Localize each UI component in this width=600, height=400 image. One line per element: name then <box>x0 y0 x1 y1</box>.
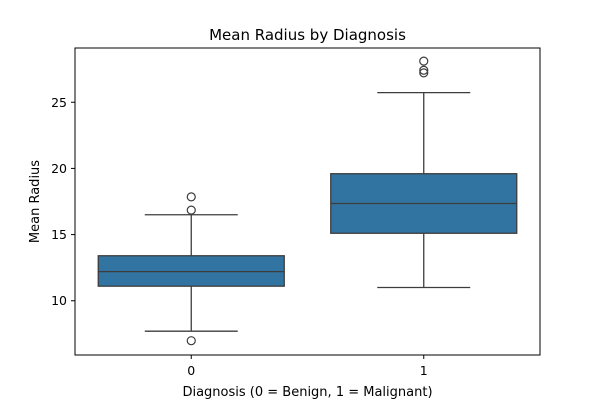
box-group-0 <box>97 192 285 346</box>
outlier-point <box>186 192 196 202</box>
plot-frame <box>74 47 541 356</box>
chart-title: Mean Radius by Diagnosis <box>209 26 406 44</box>
outlier-point <box>419 65 429 75</box>
x-tick-label: 0 <box>187 363 195 378</box>
outlier-point <box>419 68 429 78</box>
y-tick-label: 15 <box>51 227 67 242</box>
iqr-box <box>97 255 285 287</box>
y-tick-label: 25 <box>51 95 67 110</box>
outlier-point <box>419 56 429 66</box>
plot-area <box>97 56 518 346</box>
y-tick-label: 20 <box>51 161 67 176</box>
y-axis: 10 15 20 25 <box>51 95 75 308</box>
outlier-point <box>186 205 196 215</box>
y-axis-label: Mean Radius <box>28 160 43 243</box>
x-tick-label: 1 <box>420 363 428 378</box>
outlier-point <box>186 336 196 346</box>
x-axis-label: Diagnosis (0 = Benign, 1 = Malignant) <box>182 385 432 400</box>
box-group-1 <box>330 56 518 289</box>
y-tick-label: 10 <box>51 293 67 308</box>
